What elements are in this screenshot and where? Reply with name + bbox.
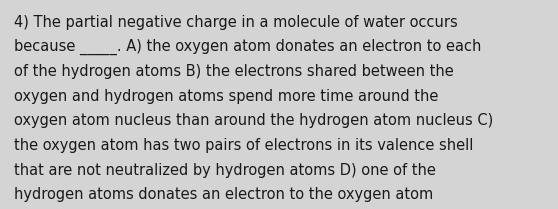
Text: oxygen and hydrogen atoms spend more time around the: oxygen and hydrogen atoms spend more tim… — [14, 89, 439, 104]
Text: hydrogen atoms donates an electron to the oxygen atom: hydrogen atoms donates an electron to th… — [14, 187, 433, 202]
Text: oxygen atom nucleus than around the hydrogen atom nucleus C): oxygen atom nucleus than around the hydr… — [14, 113, 493, 128]
Text: that are not neutralized by hydrogen atoms D) one of the: that are not neutralized by hydrogen ato… — [14, 163, 436, 178]
Text: of the hydrogen atoms B) the electrons shared between the: of the hydrogen atoms B) the electrons s… — [14, 64, 454, 79]
Text: because _____. A) the oxygen atom donates an electron to each: because _____. A) the oxygen atom donate… — [14, 39, 482, 56]
Text: the oxygen atom has two pairs of electrons in its valence shell: the oxygen atom has two pairs of electro… — [14, 138, 473, 153]
Text: 4) The partial negative charge in a molecule of water occurs: 4) The partial negative charge in a mole… — [14, 15, 458, 30]
